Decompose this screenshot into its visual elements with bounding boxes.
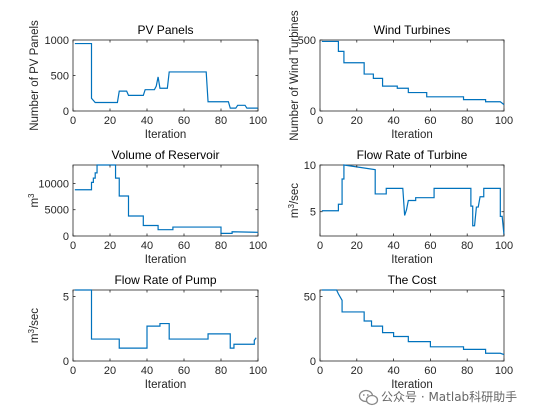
x-axis-label: Iteration bbox=[145, 129, 187, 141]
x-tick-label: 40 bbox=[387, 365, 399, 377]
x-tick-label: 100 bbox=[249, 240, 267, 252]
x-tick-label: 20 bbox=[351, 365, 363, 377]
y-axis-label: m3/sec bbox=[287, 183, 301, 218]
x-tick-label: 40 bbox=[141, 240, 153, 252]
x-tick-label: 20 bbox=[351, 115, 363, 127]
x-tick-label: 0 bbox=[317, 365, 323, 377]
chart-title: Flow Rate of Pump bbox=[114, 273, 216, 287]
x-tick-label: 60 bbox=[178, 365, 190, 377]
y-tick-label: 5 bbox=[63, 291, 69, 303]
y-axis-label: Number of Wind Turbines bbox=[289, 10, 301, 141]
subplot-flow-rate-of-turbine: 0 20 40 60 80 100 5 10 Flow Rate of Turbine Itera… bbox=[287, 148, 513, 266]
axes-box bbox=[72, 289, 259, 362]
x-tick-label: 60 bbox=[178, 115, 190, 127]
y-tick-label: 500 bbox=[298, 35, 316, 47]
subplot-flow-rate-of-pump: 0 20 40 60 80 100 0 5 Flow Rate of Pump Iteration… bbox=[27, 273, 267, 391]
subplot-wind-turbines: 0 20 40 60 80 100 0 500 Wind Turbines Iteration Nu… bbox=[289, 10, 513, 141]
y-tick-label: 0 bbox=[310, 106, 316, 118]
axes-box bbox=[319, 289, 505, 362]
chart-title: PV Panels bbox=[137, 23, 193, 37]
y-tick-label: 5 bbox=[310, 207, 316, 219]
x-tick-label: 100 bbox=[249, 365, 267, 377]
x-tick-label: 60 bbox=[424, 240, 436, 252]
y-tick-label: 500 bbox=[51, 71, 69, 83]
series-line bbox=[321, 289, 505, 356]
x-tick-label: 0 bbox=[317, 115, 323, 127]
chart-title: Volume of Reservoir bbox=[111, 148, 219, 162]
x-tick-label: 60 bbox=[424, 115, 436, 127]
watermark: 公众号 · Matlab科研助手 bbox=[358, 389, 517, 406]
x-tick-label: 0 bbox=[70, 115, 76, 127]
y-tick-label: 0 bbox=[63, 231, 69, 243]
y-tick-label: 1000 bbox=[45, 35, 69, 47]
axes-box bbox=[72, 164, 259, 237]
series-line bbox=[321, 40, 505, 106]
series-line bbox=[74, 42, 258, 109]
x-tick-label: 0 bbox=[70, 365, 76, 377]
subplot-the-cost: 0 20 40 60 80 100 0 50 The Cost Iteration bbox=[304, 273, 513, 391]
x-tick-label: 80 bbox=[215, 115, 227, 127]
x-axis-label: Iteration bbox=[391, 129, 433, 141]
x-tick-label: 20 bbox=[104, 240, 116, 252]
chart-title: Flow Rate of Turbine bbox=[357, 148, 468, 162]
series-line bbox=[74, 164, 259, 234]
x-tick-label: 20 bbox=[351, 240, 363, 252]
subplot-volume-of-reservoir: 0 20 40 60 80 100 0 5000 10000 Volume of Reservoi… bbox=[27, 148, 267, 266]
x-tick-label: 40 bbox=[141, 115, 153, 127]
x-axis-label: Iteration bbox=[145, 254, 187, 266]
x-tick-label: 40 bbox=[387, 240, 399, 252]
x-tick-label: 100 bbox=[249, 115, 267, 127]
axes-box bbox=[319, 39, 505, 112]
x-tick-label: 20 bbox=[104, 365, 116, 377]
x-tick-label: 100 bbox=[495, 240, 513, 252]
x-axis-label: Iteration bbox=[391, 379, 433, 391]
x-tick-label: 100 bbox=[495, 115, 513, 127]
x-axis-label: Iteration bbox=[391, 254, 433, 266]
x-tick-label: 80 bbox=[461, 365, 473, 377]
x-tick-label: 80 bbox=[461, 240, 473, 252]
chart-title: Wind Turbines bbox=[374, 23, 451, 37]
x-tick-label: 80 bbox=[215, 365, 227, 377]
y-tick-label: 50 bbox=[304, 291, 316, 303]
x-tick-label: 0 bbox=[70, 240, 76, 252]
y-axis-label: m3/sec bbox=[27, 308, 41, 343]
x-tick-label: 20 bbox=[104, 115, 116, 127]
wechat-icon bbox=[358, 389, 379, 406]
y-tick-label: 0 bbox=[63, 356, 69, 368]
axes-box bbox=[72, 39, 259, 112]
series-line bbox=[321, 164, 505, 236]
y-axis-label: m3 bbox=[27, 193, 41, 208]
watermark-text: 公众号 · Matlab科研助手 bbox=[381, 390, 517, 404]
y-tick-label: 10 bbox=[304, 160, 316, 172]
x-axis-label: Iteration bbox=[145, 379, 187, 391]
x-tick-label: 80 bbox=[215, 240, 227, 252]
x-tick-label: 60 bbox=[424, 365, 436, 377]
series-line bbox=[74, 289, 257, 349]
y-axis-label: Number of PV Panels bbox=[29, 20, 41, 131]
x-tick-label: 40 bbox=[387, 115, 399, 127]
x-tick-label: 60 bbox=[178, 240, 190, 252]
y-tick-label: 10000 bbox=[38, 178, 69, 190]
x-tick-label: 80 bbox=[461, 115, 473, 127]
y-tick-label: 5000 bbox=[45, 205, 69, 217]
x-tick-label: 100 bbox=[495, 365, 513, 377]
x-tick-label: 0 bbox=[317, 240, 323, 252]
y-tick-label: 0 bbox=[310, 356, 316, 368]
chart-title: The Cost bbox=[388, 273, 437, 287]
x-tick-label: 40 bbox=[141, 365, 153, 377]
y-tick-label: 0 bbox=[63, 106, 69, 118]
